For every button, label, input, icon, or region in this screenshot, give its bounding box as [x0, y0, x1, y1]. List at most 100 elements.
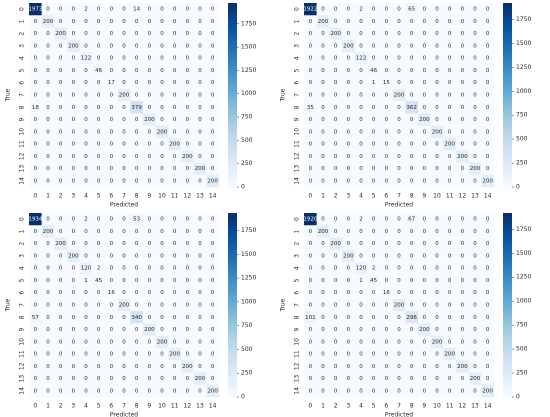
- cell-label: 0: [186, 352, 190, 358]
- cell-label: 0: [309, 19, 313, 25]
- cell-label: 0: [486, 80, 490, 86]
- cell: [367, 286, 381, 300]
- colorbar-tick-label: 250: [241, 370, 253, 377]
- cell-label: 0: [309, 56, 313, 62]
- cell-label: 0: [110, 339, 114, 345]
- cell: [304, 249, 317, 263]
- cell: [367, 274, 381, 287]
- cell: [342, 39, 355, 53]
- cell-label: 0: [148, 253, 152, 259]
- cell: [468, 101, 482, 114]
- cell-label: 0: [186, 315, 190, 321]
- cell: [354, 213, 368, 226]
- cell: [405, 27, 419, 41]
- y-tick-label: 6: [294, 81, 301, 85]
- cell-label: 0: [435, 253, 439, 259]
- cell: [456, 52, 469, 65]
- x-tick-label: 2: [334, 193, 338, 200]
- cell-label: 0: [397, 278, 401, 284]
- cell: [367, 360, 381, 373]
- cell: [367, 150, 381, 163]
- cell: [29, 225, 42, 238]
- colorbar-segment: [228, 372, 237, 377]
- cell-label: 0: [186, 43, 190, 49]
- x-tick-label: 3: [71, 403, 75, 410]
- colorbar-segment: [228, 104, 237, 108]
- cell: [29, 101, 42, 114]
- cell-label: 0: [84, 19, 88, 25]
- cell-label: 0: [473, 241, 477, 247]
- cell: [168, 125, 182, 139]
- cell: [54, 249, 68, 263]
- cell: [92, 88, 106, 102]
- cell-label: 0: [84, 80, 88, 86]
- cell-label: 0: [211, 241, 215, 247]
- colorbar-segment: [503, 354, 512, 358]
- cell: [130, 274, 144, 287]
- cell-label: 0: [385, 352, 389, 358]
- cell: [354, 225, 368, 238]
- colorbar-segment: [228, 9, 237, 13]
- cell: [443, 213, 457, 226]
- cell-label: 0: [423, 68, 427, 74]
- cell-label: 0: [486, 117, 490, 123]
- cell-label: 0: [397, 339, 401, 345]
- cell: [405, 76, 419, 90]
- cell: [117, 384, 131, 398]
- cell: [143, 162, 156, 176]
- cell: [79, 88, 93, 102]
- colorbar-segment: [503, 64, 512, 68]
- colorbar-segment: [503, 150, 512, 154]
- cell: [92, 150, 106, 163]
- colorbar-segment: [228, 33, 237, 38]
- cell: [468, 237, 482, 251]
- cell-label: 0: [473, 229, 477, 235]
- cell-label: 0: [359, 166, 363, 172]
- cell: [92, 286, 106, 300]
- cell: [41, 384, 55, 398]
- cell-label: 0: [423, 154, 427, 160]
- cell-label: 45: [370, 278, 377, 284]
- colorbar-segment: [503, 271, 512, 275]
- colorbar-tick-label: 500: [241, 346, 253, 353]
- cell-label: 0: [347, 93, 351, 99]
- cell: [418, 27, 431, 41]
- cell-label: 200: [68, 253, 79, 259]
- cell-label: 0: [423, 80, 427, 86]
- cell-label: 1: [372, 80, 376, 86]
- cell-label: 120: [356, 266, 367, 272]
- cell: [380, 262, 393, 275]
- cell-label: 0: [46, 290, 50, 296]
- cell-label: 0: [198, 19, 202, 25]
- cell-label: 0: [46, 68, 50, 74]
- cell-label: 0: [309, 364, 313, 370]
- cell-label: 0: [135, 31, 139, 37]
- cell: [105, 88, 118, 102]
- cell-label: 0: [211, 142, 215, 148]
- colorbar-segment: [503, 338, 512, 343]
- cell: [105, 286, 118, 300]
- cell-label: 0: [334, 364, 338, 370]
- cell: [117, 137, 131, 151]
- cell: [304, 52, 317, 65]
- cell: [443, 274, 457, 287]
- cell: [105, 3, 118, 16]
- cell: [54, 262, 68, 275]
- colorbar-tick-label: 1250: [241, 67, 256, 74]
- y-tick-label: 7: [19, 93, 26, 97]
- cell-label: 0: [198, 290, 202, 296]
- cell: [54, 347, 68, 361]
- colorbar-segment: [503, 70, 512, 75]
- cell-label: 0: [347, 327, 351, 333]
- cell: [41, 27, 55, 41]
- cell-label: 0: [135, 43, 139, 49]
- colorbar-segment: [228, 131, 237, 136]
- cell: [41, 335, 55, 349]
- y-tick-label: 2: [294, 32, 301, 36]
- cell: [316, 335, 330, 349]
- cell: [130, 360, 144, 373]
- cell: [54, 27, 68, 41]
- colorbar-tick-label: 1750: [241, 20, 256, 27]
- cell: [168, 249, 182, 263]
- colorbar-segment: [503, 387, 512, 392]
